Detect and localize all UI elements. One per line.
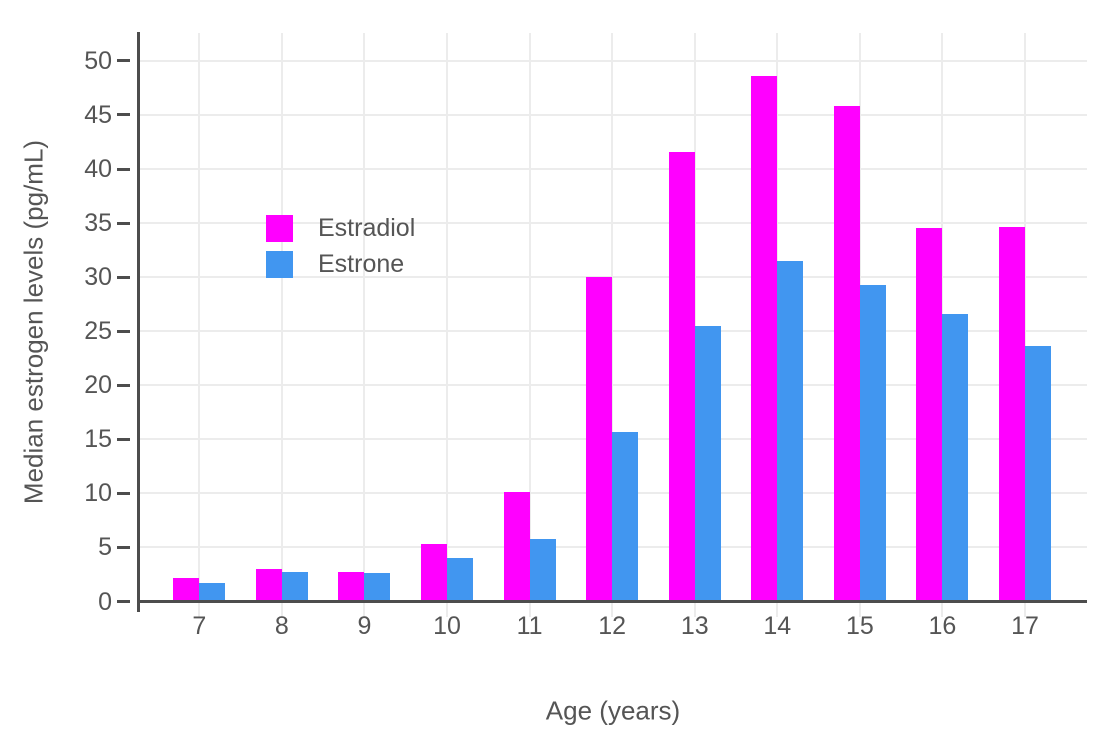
bar-estrone-age-13 [695, 326, 721, 603]
y-tick-label-20: 20 [84, 371, 112, 400]
x-gridline-12 [611, 33, 614, 617]
y-tick-label-15: 15 [84, 425, 112, 454]
x-tick-label-14: 14 [763, 612, 792, 640]
bar-estrone-age-8 [282, 572, 308, 603]
y-tick-label-35: 35 [84, 209, 112, 238]
bar-estradiol-age-8 [256, 569, 282, 603]
bar-estradiol-age-11 [504, 492, 530, 603]
bar-estradiol-age-10 [421, 544, 447, 603]
bar-estrone-age-17 [1025, 346, 1051, 603]
bar-estrone-age-11 [530, 539, 556, 603]
x-gridline-10 [446, 33, 448, 617]
x-gridline-9 [363, 33, 366, 617]
x-axis-title: Age (years) [545, 695, 681, 726]
y-tick-50 [117, 59, 130, 63]
bar-estrone-age-14 [777, 261, 803, 603]
bar-estradiol-age-14 [751, 76, 777, 603]
bar-estrone-age-15 [860, 285, 886, 603]
y-tick-20 [117, 383, 130, 387]
legend: Estradiol Estrone [266, 214, 416, 287]
bar-estradiol-age-16 [916, 228, 942, 603]
x-gridline-7 [198, 33, 201, 617]
y-tick-label-30: 30 [84, 263, 112, 292]
legend-item-estrone: Estrone [266, 250, 415, 278]
y-tick-5 [117, 545, 130, 549]
x-tick-label-10: 10 [433, 612, 461, 640]
x-gridline-17 [1024, 33, 1026, 617]
legend-item-estradiol: Estradiol [266, 214, 416, 242]
estradiol-color-swatch [266, 215, 293, 242]
y-tick-label-10: 10 [84, 479, 112, 508]
x-tick-label-12: 12 [598, 612, 627, 640]
y-tick-label-5: 5 [98, 533, 112, 562]
y-tick-label-50: 50 [84, 46, 112, 75]
y-tick-label-25: 25 [84, 317, 112, 346]
bar-estradiol-age-12 [586, 277, 612, 603]
bar-estrone-age-9 [364, 573, 390, 603]
y-tick-0 [117, 600, 130, 603]
x-tick-label-9: 9 [357, 612, 372, 640]
x-tick-label-13: 13 [680, 612, 709, 640]
y-tick-45 [117, 113, 130, 117]
bar-estradiol-age-17 [999, 227, 1025, 603]
y-tick-15 [117, 437, 130, 441]
x-axis-line [137, 600, 1087, 603]
y-tick-label-45: 45 [84, 100, 112, 129]
y-tick-25 [117, 329, 130, 333]
y-tick-35 [117, 221, 130, 225]
y-tick-label-0: 0 [98, 587, 112, 616]
legend-label-estradiol: Estradiol [318, 214, 416, 242]
bar-estradiol-age-9 [338, 572, 364, 603]
y-axis-title: Median estrogen levels (pg/mL) [18, 139, 49, 505]
bar-estradiol-age-15 [834, 106, 860, 603]
bar-estradiol-age-13 [669, 152, 695, 603]
y-tick-10 [117, 491, 130, 495]
x-tick-label-15: 15 [845, 612, 874, 640]
x-tick-label-8: 8 [274, 612, 289, 640]
bar-estrone-age-7 [199, 583, 225, 603]
x-tick-label-17: 17 [1011, 612, 1039, 640]
estrone-color-swatch [266, 251, 293, 278]
x-tick-label-16: 16 [928, 612, 957, 640]
y-tick-label-40: 40 [84, 155, 112, 184]
y-tick-40 [117, 167, 130, 171]
bar-estrone-age-10 [447, 558, 473, 603]
x-tick-label-7: 7 [192, 612, 207, 640]
y-tick-30 [117, 275, 130, 279]
legend-label-estrone: Estrone [318, 250, 405, 278]
x-tick-label-11: 11 [516, 612, 543, 640]
bar-estrone-age-12 [612, 432, 638, 603]
bar-estradiol-age-7 [173, 578, 199, 603]
x-gridline-8 [280, 33, 283, 617]
y-axis-line [137, 32, 140, 612]
x-gridline-11 [528, 33, 531, 617]
bar-estrone-age-16 [942, 314, 968, 603]
